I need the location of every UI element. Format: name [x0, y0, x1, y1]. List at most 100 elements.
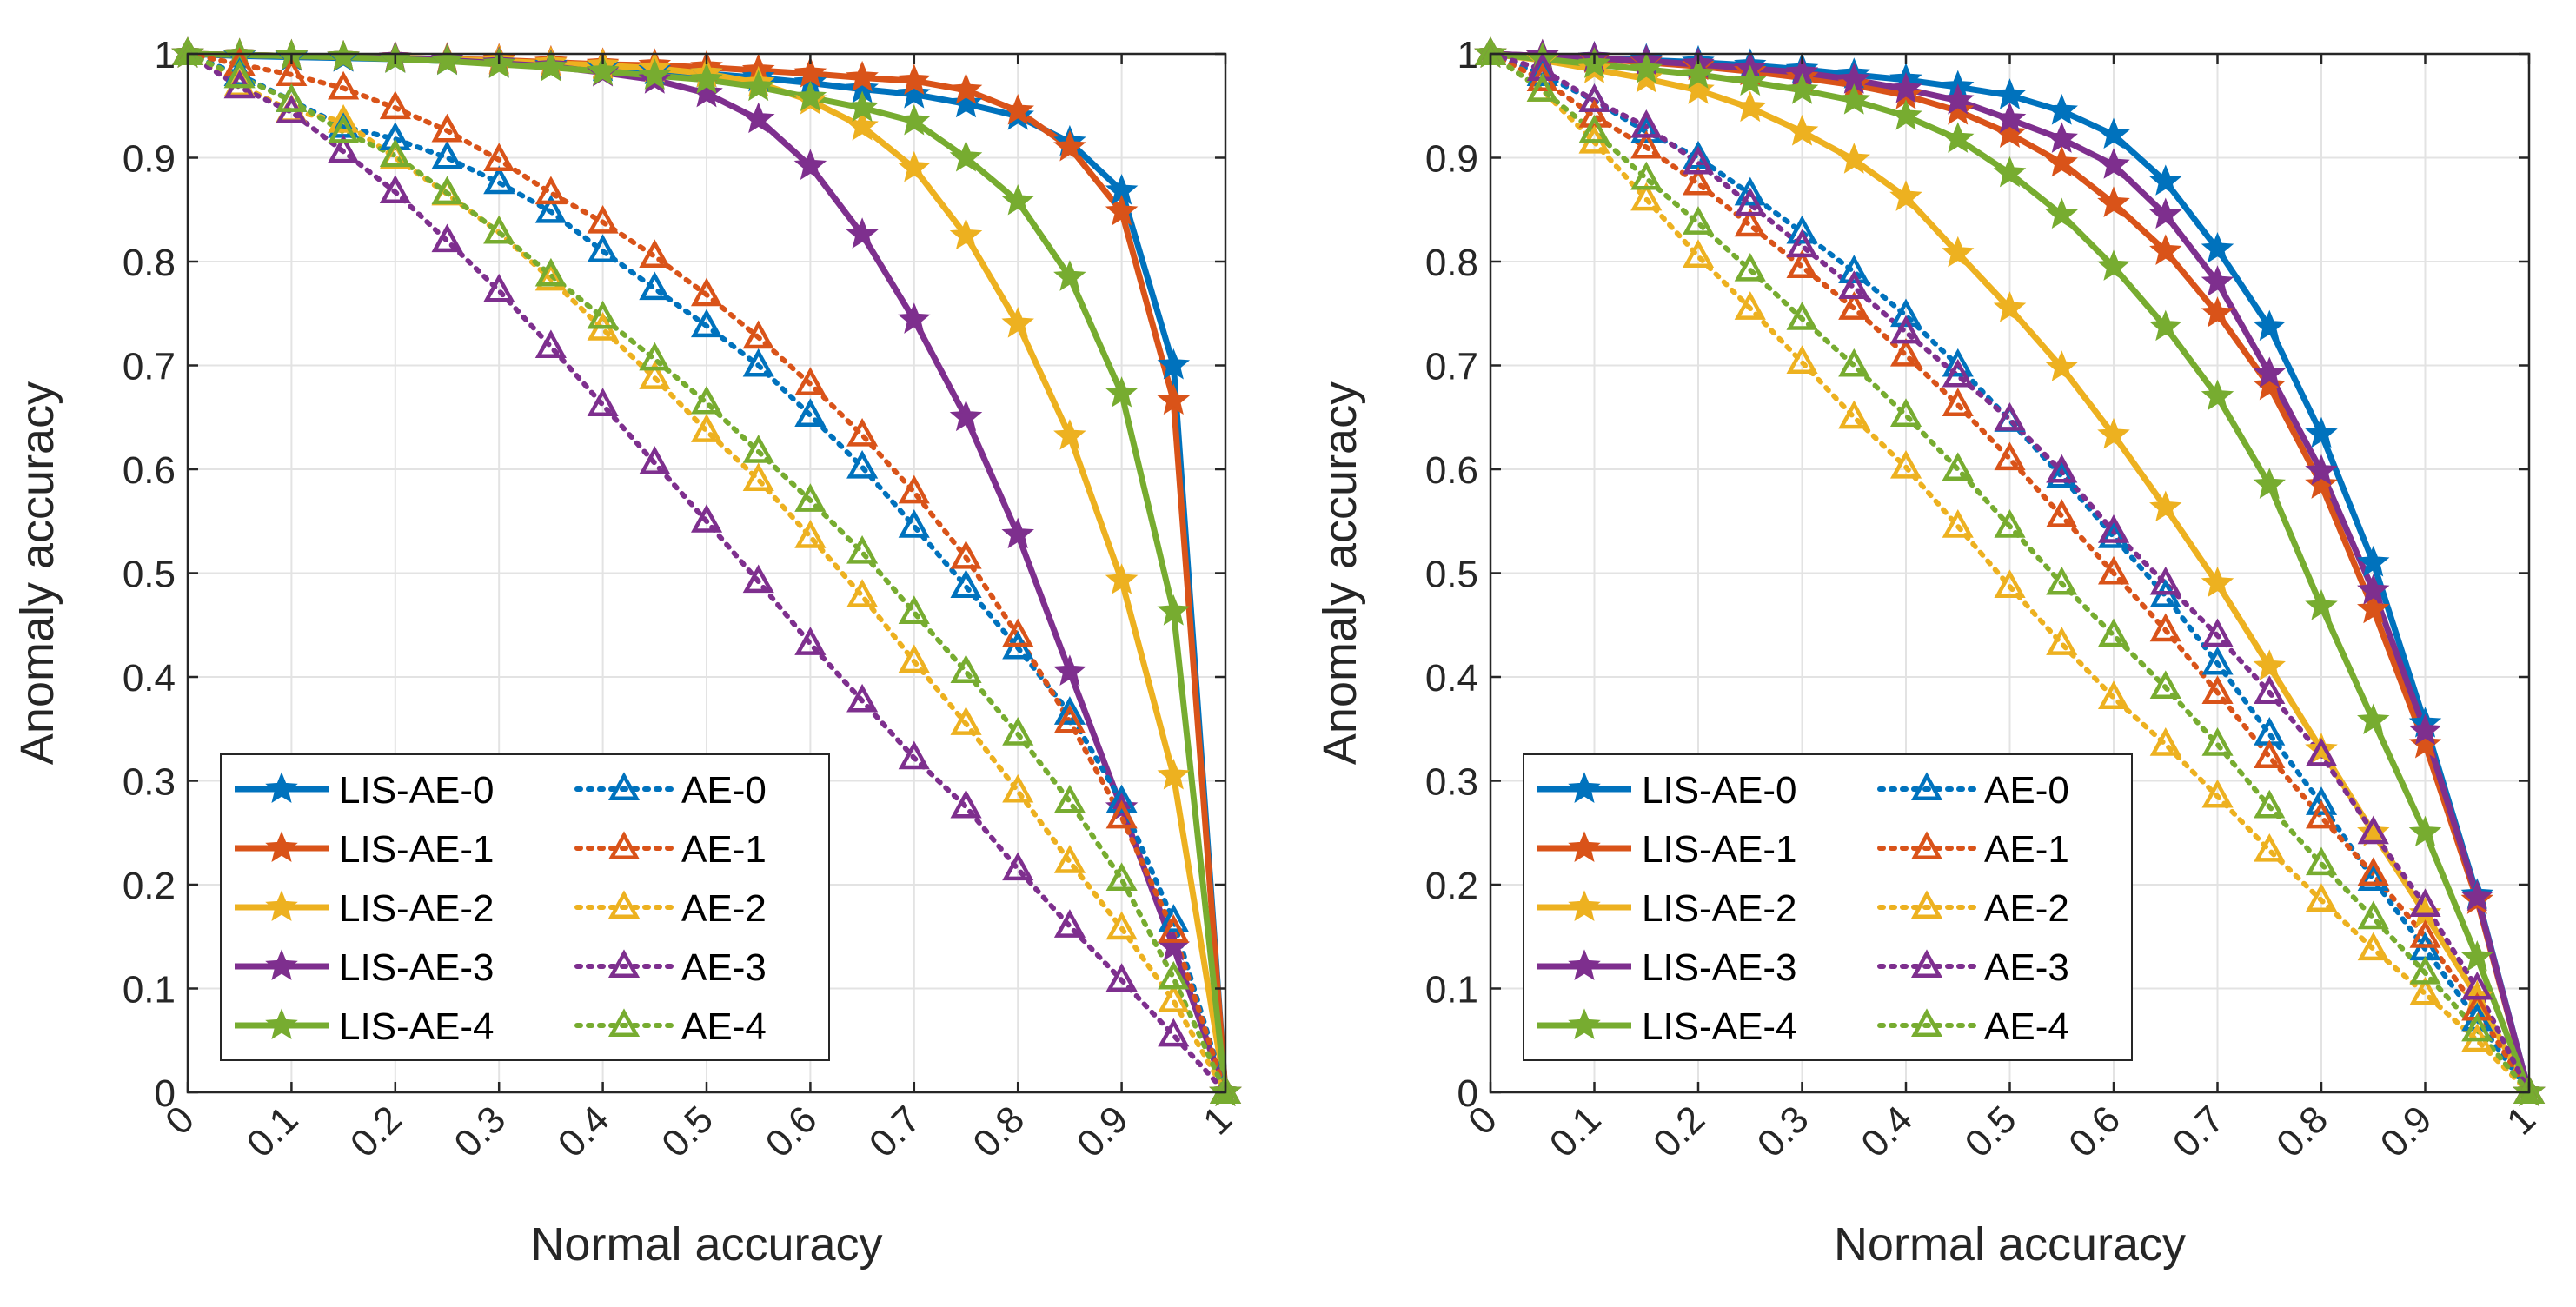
series-lis-ae-3-point-13: [2149, 197, 2182, 229]
series-ae-2-point-12: [794, 520, 827, 548]
y-tick-label: 0.1: [1425, 969, 1478, 1012]
y-axis-label: Anomaly accuracy: [1314, 381, 1366, 765]
series-line-ae-2: [185, 51, 1228, 1095]
series-ae-4-point-8: [587, 300, 619, 329]
series-lis-ae-2-point-7: [1837, 143, 1870, 174]
legend-label: AE-3: [681, 946, 767, 989]
legend-lis-ae-3-point-marker: [265, 949, 298, 980]
series-lis-ae-1-point-13: [2149, 234, 2182, 265]
series-ae-3-point-12: [794, 627, 827, 655]
series-ae-4-point-5: [1734, 252, 1766, 282]
series-ae-4-point-18: [2409, 955, 2441, 985]
series-ae-3-point-4: [379, 175, 411, 203]
legend-lis-ae-4-point-marker: [1568, 1008, 1601, 1039]
series-ae-3-point-14: [898, 740, 930, 770]
legend-label: AE-0: [1984, 769, 2069, 812]
y-axis-label: Anomaly accuracy: [11, 381, 63, 765]
series-ae-3-point-6: [1786, 229, 1818, 258]
legend-ae-0-point-marker: [1910, 772, 1943, 801]
series-lis-ae-4-point-16: [2305, 589, 2338, 620]
series-lis-ae-3-point-16: [1001, 517, 1034, 549]
y-tick-label: 0.7: [123, 346, 176, 388]
series-lis-ae-1-point-13: [846, 60, 879, 92]
series-ae-2-point-19: [1158, 984, 1190, 1012]
series-ae-2-point-11: [742, 462, 774, 492]
legend-ae-0-point-marker: [607, 772, 641, 801]
series-lis-ae-4-point-17: [1053, 260, 1086, 291]
legend-lis-ae-1-point-marker: [1568, 831, 1601, 862]
legend-entry-lis-ae-0: LIS-AE-0: [235, 769, 495, 812]
series-ae-1-point-11: [742, 320, 774, 349]
legend-entry-ae-2: AE-2: [574, 887, 767, 930]
series-lis-ae-2-point-3: [1630, 62, 1663, 93]
series-ae-4-point-5: [431, 176, 463, 205]
series-ae-2-point-7: [1838, 400, 1870, 429]
series-ae-0-point-17: [1053, 696, 1086, 725]
y-tick-label: 1: [1457, 34, 1478, 76]
series-lis-ae-4-point-10: [690, 63, 723, 94]
legend-label: AE-2: [681, 887, 767, 930]
series-lis-ae-2-point-14: [2201, 566, 2234, 598]
series-ae-3-point-19: [1158, 1018, 1190, 1047]
series-ae-1-point-12: [794, 367, 827, 396]
y-tick-label: 1: [155, 34, 176, 76]
legend-label: LIS-AE-4: [339, 1005, 495, 1048]
y-tick-label: 0.9: [123, 138, 176, 181]
series-ae-1-point-7: [1838, 291, 1870, 320]
series-ae-3-point-7: [534, 329, 567, 359]
series-ae-3-point-10: [1994, 401, 2026, 431]
series-lis-ae-2-point-18: [1105, 563, 1139, 594]
series-ae-4-point-4: [1682, 206, 1715, 235]
series-ae-2-point-6: [1786, 345, 1818, 374]
legend-entry-lis-ae-3: LIS-AE-3: [1537, 946, 1797, 989]
series-ae-4-point-18: [1105, 862, 1138, 892]
y-tick-label: 0.2: [123, 865, 176, 907]
legend-ae-1-point-marker: [607, 831, 641, 860]
legend-lis-ae-0-point-marker: [1568, 772, 1601, 803]
series-lis-ae-4-point-19: [1157, 594, 1191, 626]
series-ae-3-point-15: [2254, 675, 2286, 704]
series-lis-ae-0-point-15: [2253, 309, 2286, 342]
series-line-ae-2: [1488, 51, 2532, 1095]
series-ae-0-point-14: [2201, 646, 2234, 675]
series-line-ae-3: [185, 51, 1228, 1095]
series-lis-ae-3-point-18: [2408, 713, 2442, 746]
series-line-ae-4: [1488, 51, 2532, 1095]
series-ae-3-point-16: [2305, 737, 2338, 766]
legend-label: LIS-AE-3: [1642, 946, 1797, 989]
series-ae-4-point-9: [1942, 452, 1974, 481]
y-tick-label: 0.6: [1425, 449, 1478, 492]
legend-entry-ae-0: AE-0: [1877, 769, 2069, 812]
series-lis-ae-0-point-19: [1157, 348, 1191, 380]
series-ae-4-point-13: [2149, 670, 2181, 700]
series-lis-ae-4-point-12: [2097, 249, 2130, 281]
series-ae-1-point-8: [1889, 337, 1922, 367]
series-ae-1-point-12: [2097, 555, 2130, 585]
series-lis-ae-4-point-7: [534, 50, 568, 82]
series-ae-4-point-6: [1786, 302, 1818, 330]
legend-entry-lis-ae-2: LIS-AE-2: [235, 887, 495, 930]
series-ae-1-point-16: [2305, 799, 2338, 829]
series-ae-1-point-6: [483, 143, 515, 171]
series-lis-ae-3-point-19: [2460, 879, 2493, 912]
series-ae-2-point-18: [1105, 911, 1138, 940]
legend-entry-lis-ae-4: LIS-AE-4: [1537, 1005, 1797, 1048]
series-lis-ae-3-point-11: [2045, 122, 2078, 153]
series-lis-ae-0-point-16: [2305, 416, 2338, 448]
series-lis-ae-2-point-17: [2357, 815, 2390, 847]
series-lis-ae-3-point-14: [2201, 265, 2234, 296]
series-lis-ae-4-point-8: [586, 54, 620, 86]
tick-marks: [1489, 52, 2531, 1094]
legend-label: LIS-AE-2: [1642, 887, 1797, 930]
series-lis-ae-2-point-17: [1053, 419, 1086, 450]
legend-entry-lis-ae-1: LIS-AE-1: [1537, 828, 1797, 871]
series-ae-3-point-7: [1838, 270, 1870, 299]
legend-label: AE-1: [681, 828, 767, 871]
series-ae-4-point-6: [483, 215, 515, 244]
series-ae-1-point-13: [846, 417, 879, 447]
series-lis-ae-1-point-18: [2408, 727, 2442, 759]
series-ae-4-point-2: [276, 83, 308, 112]
series-ae-4-point-12: [794, 483, 827, 512]
series-lis-ae-2-point-16: [1001, 307, 1034, 338]
legend-label: AE-3: [1984, 946, 2069, 989]
